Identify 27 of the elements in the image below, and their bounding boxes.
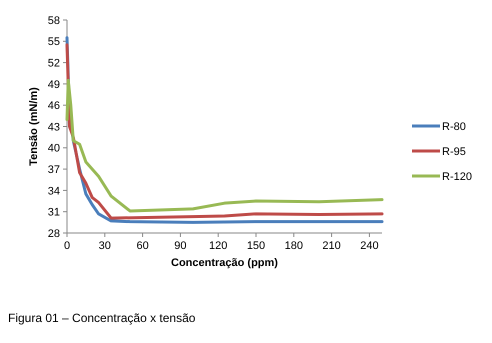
legend-label: R-95 [442,146,466,158]
x-tick-label: 60 [136,240,149,252]
x-tick-label: 120 [209,240,228,252]
line-series [66,78,384,212]
x-tick-label: 90 [174,240,187,252]
y-tick-label: 37 [48,164,60,176]
y-axis-title: Tensão (mN/m) [28,86,40,166]
y-tick-label: 49 [48,78,60,91]
x-tick-label: 180 [284,240,303,252]
x-tick-label: 30 [98,240,111,252]
y-tick-label: 55 [48,36,60,48]
y-tick-label: 40 [48,142,60,155]
y-tick-label: 52 [48,57,60,70]
x-tick-label: 210 [322,240,341,252]
x-tick-label: 240 [360,240,379,252]
x-tick-label: 150 [246,240,266,252]
legend-label: R-120 [442,170,472,183]
y-tick-label: 28 [48,228,60,240]
y-tick-label: 43 [48,121,60,134]
x-tick-label: 0 [64,240,70,252]
text: Figura 01 – Concentração x tensão [8,311,196,325]
y-tick-label: 31 [48,206,60,219]
y-tick-label: 46 [48,100,60,112]
x-axis-title: Concentração (ppm) [171,257,278,269]
y-tick-label: 58 [48,14,60,27]
y-tick-label: 34 [48,185,60,198]
legend-label: R-80 [442,120,466,133]
